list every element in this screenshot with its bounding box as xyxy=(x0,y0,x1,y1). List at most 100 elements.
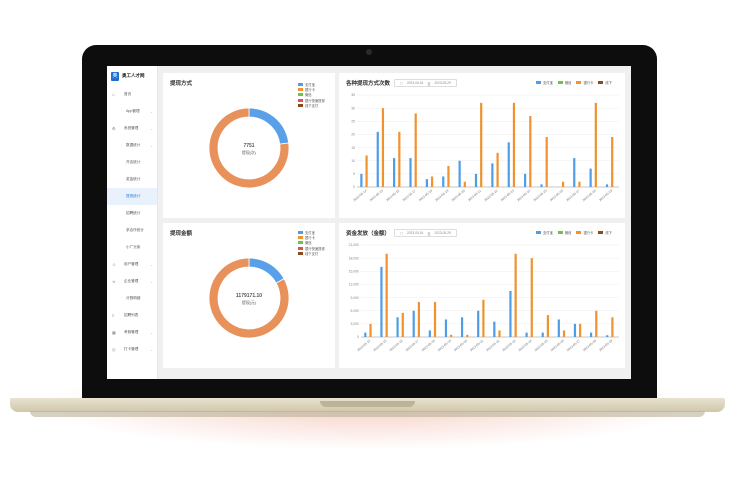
panel-funds-issued: 资金发放（金额） ▢ 2023-05-16 至 2023-05-29 支付宝 微信… xyxy=(339,223,625,368)
legend-item[interactable]: 微信 xyxy=(298,240,325,245)
date-separator: 至 xyxy=(427,81,431,86)
legend-item[interactable]: 微信 xyxy=(557,230,571,235)
legend-item[interactable]: 微信 xyxy=(298,92,325,97)
sidebar-item[interactable]: 提现统计 xyxy=(107,188,157,205)
y-tick-label: 15 xyxy=(351,146,355,150)
legend-label: 线下 xyxy=(605,231,612,236)
bar xyxy=(442,176,445,187)
x-tick-label: 2023-05-29 xyxy=(598,189,613,203)
sidebar-item[interactable]: 奖金统计 xyxy=(107,171,157,188)
x-tick-label: 2023-05-22 xyxy=(483,189,498,203)
legend-item[interactable]: 支付宝 xyxy=(536,230,553,235)
x-tick-label: 2023-05-19 xyxy=(434,189,449,203)
legend-swatch xyxy=(557,231,563,235)
legend-label: 银行卡 xyxy=(305,88,315,93)
sidebar-item[interactable]: ⚙ 系统管理 ⌄ xyxy=(107,120,157,137)
bar xyxy=(491,163,494,187)
legend-item[interactable]: 支付宝 xyxy=(298,82,325,87)
legend-item[interactable]: 线下 xyxy=(598,80,612,85)
sidebar-item[interactable]: 分割明细 xyxy=(107,290,157,307)
app-screen: 奥 奥工人才网 ⌂ 首页 App管理 ⌄ ⚙ 系统管理 ⌄ 数据统计 ⌄ 开店统计 奖金统计 提现统计… xyxy=(107,66,631,379)
chevron-down-icon: ⌄ xyxy=(150,330,153,335)
sidebar-item[interactable]: ◷ 打卡管理 ⌄ xyxy=(107,341,157,358)
legend-item[interactable]: 银行卡 xyxy=(298,235,325,240)
sidebar-item-label: 招聘统计 xyxy=(126,211,141,215)
x-tick-label: 2023-05-14 xyxy=(356,339,371,353)
sidebar-item[interactable]: ☺ 用户管理 ⌄ xyxy=(107,256,157,273)
sidebar-item-label: 系统管理 xyxy=(124,126,139,130)
bar xyxy=(573,323,577,337)
date-range-picker[interactable]: ▢ 2023-05-16 至 2023-05-29 xyxy=(394,79,457,87)
bar xyxy=(385,253,388,337)
date-from: 2023-05-16 xyxy=(407,231,424,235)
legend-swatch xyxy=(298,251,303,255)
legend-swatch xyxy=(298,231,303,235)
legend-item[interactable]: 线下支付 xyxy=(298,251,325,256)
bar xyxy=(561,181,565,187)
x-tick-label: 2023-05-22 xyxy=(485,339,500,353)
bar xyxy=(611,137,614,187)
x-tick-label: 2023-05-16 xyxy=(389,339,404,353)
date-separator: 至 xyxy=(427,231,431,236)
legend-item[interactable]: 微信 xyxy=(557,80,571,85)
y-tick-label: 35 xyxy=(351,93,355,97)
calendar-icon: ▦ xyxy=(112,330,116,335)
panel-withdraw-method: 提现方式 支付宝 银行卡 微信 银行快速提现 线下支付 7751 提现(次) xyxy=(163,73,335,218)
webcam xyxy=(366,49,372,55)
date-to: 2023-05-29 xyxy=(434,231,451,235)
bar xyxy=(364,332,367,337)
legend-item[interactable]: 银行卡 xyxy=(576,80,593,85)
bar xyxy=(512,102,516,187)
legend-item[interactable]: 银行快速提现 xyxy=(298,246,325,251)
sidebar-item[interactable]: ≡ 招聘列表 xyxy=(107,307,157,324)
y-tick-label: 18,000 xyxy=(349,256,359,260)
x-tick-label: 2023-05-27 xyxy=(565,189,580,203)
donut-slice xyxy=(208,257,290,339)
bar xyxy=(365,155,368,187)
legend-label: 银行卡 xyxy=(305,236,315,241)
x-tick-label: 2023-05-28 xyxy=(582,339,597,353)
share-icon: ⋖ xyxy=(112,279,116,284)
legend-swatch xyxy=(298,93,303,97)
sidebar-item[interactable]: 数据统计 ⌄ xyxy=(107,137,157,154)
sidebar-item[interactable]: 开店统计 xyxy=(107,154,157,171)
bar xyxy=(498,330,501,337)
app-logo[interactable]: 奥 奥工人才网 xyxy=(107,66,157,86)
x-tick-label: 2023-05-23 xyxy=(501,339,516,353)
x-tick-label: 2023-05-15 xyxy=(372,339,387,353)
sidebar-item[interactable]: 求合作统计 xyxy=(107,222,157,239)
sidebar-item[interactable]: 小广元街 xyxy=(107,239,157,256)
y-tick-label: 0 xyxy=(357,335,359,339)
legend-item[interactable]: 银行快速提现 xyxy=(298,98,325,103)
legend-label: 银行快速提现 xyxy=(305,246,325,251)
bar xyxy=(589,332,593,337)
y-tick-label: 20 xyxy=(351,133,355,137)
legend-label: 支付宝 xyxy=(543,81,553,86)
panel-title: 提现方式 xyxy=(170,81,193,87)
x-tick-label: 2023-05-26 xyxy=(550,339,565,353)
legend-item[interactable]: 线下 xyxy=(598,230,612,235)
sidebar-item[interactable]: ▦ 考勤管理 ⌄ xyxy=(107,324,157,341)
laptop-base-shadow xyxy=(30,411,705,417)
sidebar-item[interactable]: App管理 ⌄ xyxy=(107,103,157,120)
legend-swatch xyxy=(298,236,303,240)
y-tick-label: 9,000 xyxy=(351,296,360,300)
legend-item[interactable]: 支付宝 xyxy=(298,230,325,235)
x-tick-label: 2023-05-19 xyxy=(437,339,452,353)
legend-item[interactable]: 支付宝 xyxy=(536,80,553,85)
legend-item[interactable]: 银行卡 xyxy=(298,87,325,92)
chevron-down-icon: ⌄ xyxy=(150,279,153,284)
calendar-icon: ▢ xyxy=(400,231,404,235)
sidebar-item[interactable]: 招聘统计 xyxy=(107,205,157,222)
clock-icon: ◷ xyxy=(112,347,116,352)
y-tick-label: 10 xyxy=(351,159,355,163)
sidebar-item[interactable]: ⌂ 首页 xyxy=(107,86,157,103)
bar xyxy=(530,258,533,337)
legend-item[interactable]: 线下支付 xyxy=(298,103,325,108)
sidebar-item[interactable]: ⋖ 企业管理 ⌄ xyxy=(107,273,157,290)
sidebar-item-label: 用户管理 xyxy=(124,262,139,266)
date-range-picker[interactable]: ▢ 2023-05-16 至 2023-05-29 xyxy=(394,229,457,237)
legend-item[interactable]: 银行卡 xyxy=(576,230,593,235)
bar xyxy=(579,323,582,337)
